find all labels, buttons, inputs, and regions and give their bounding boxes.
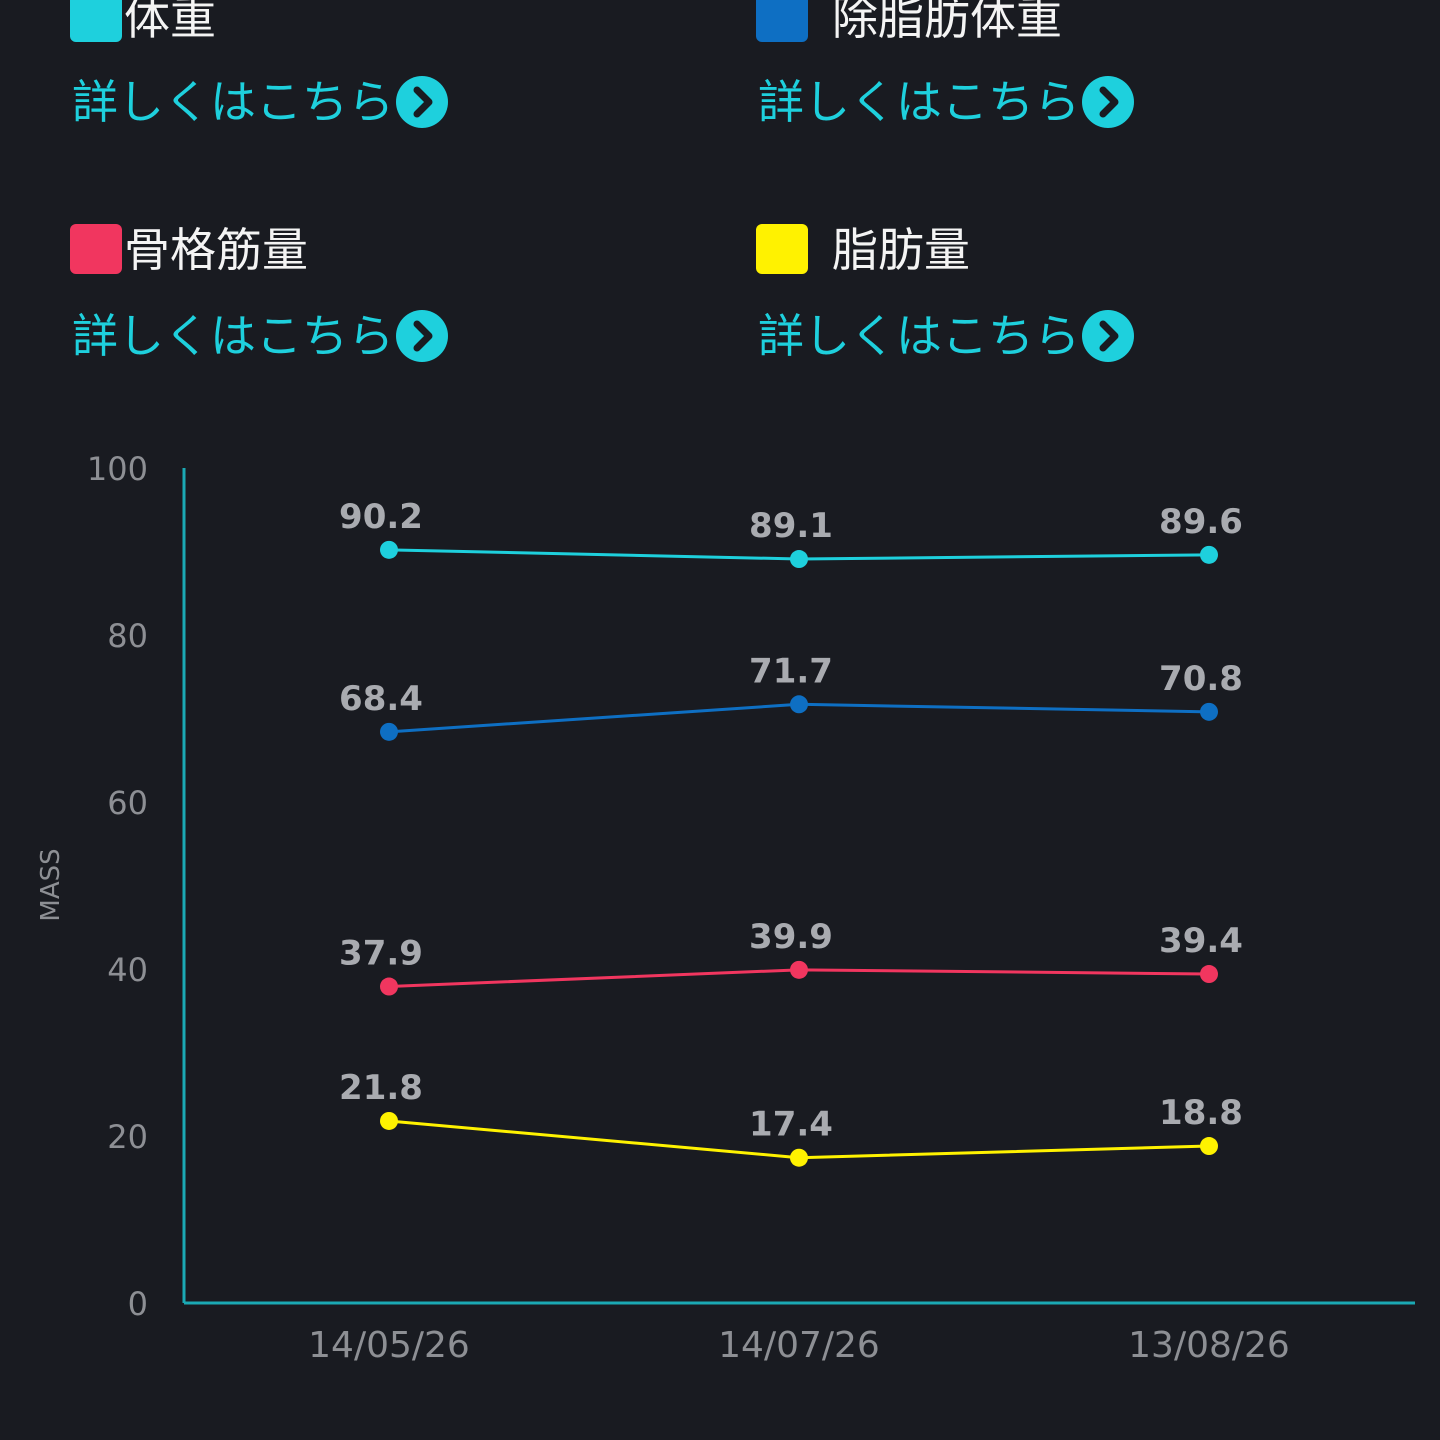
- data-point: [380, 1111, 398, 1130]
- details-link[interactable]: 詳しくはこちら: [72, 72, 448, 132]
- data-point: [1200, 545, 1218, 564]
- chart-series: 90.2 89.1 89.6 68.4 71.7 70.8 37.9 39.9 39.4 21.8…: [339, 497, 1243, 1167]
- data-label: 18.8: [1159, 1093, 1243, 1133]
- details-link[interactable]: 詳しくはこちら: [758, 72, 1134, 132]
- x-tick-label: 14/05/26: [308, 1325, 470, 1366]
- y-tick-label: 20: [107, 1118, 148, 1156]
- chart-axes: 0 20 40 60 80 100 MASS 14/05/26 14/07/26 13/08/26: [36, 450, 1415, 1366]
- data-point: [380, 722, 398, 741]
- legend-swatch: [70, 224, 122, 274]
- legend-label: 除脂肪体重: [832, 0, 1062, 45]
- details-link-text: 詳しくはこちら: [72, 75, 394, 129]
- data-label: 37.9: [339, 934, 423, 974]
- legend-item-weight: 体重 詳しくはこちら: [70, 0, 670, 138]
- data-point: [1200, 965, 1218, 984]
- data-label: 71.7: [749, 651, 833, 691]
- legend-swatch: [756, 224, 808, 274]
- data-label: 39.9: [749, 917, 833, 957]
- chevron-right-circle-icon: [396, 310, 448, 362]
- data-label: 70.8: [1159, 659, 1243, 699]
- legend-item-lean-body-mass: 除脂肪体重 詳しくはこちら: [756, 0, 1356, 138]
- data-point: [790, 1148, 808, 1167]
- y-tick-label: 80: [107, 617, 148, 655]
- data-label: 68.4: [339, 679, 423, 719]
- legend-swatch: [70, 0, 122, 42]
- data-label: 90.2: [339, 497, 423, 537]
- data-point: [790, 960, 808, 979]
- data-label: 21.8: [339, 1068, 423, 1108]
- data-point: [790, 695, 808, 714]
- data-label: 17.4: [749, 1105, 833, 1145]
- legend-label: 体重: [124, 0, 216, 45]
- data-point: [380, 977, 398, 996]
- details-link[interactable]: 詳しくはこちら: [758, 306, 1134, 366]
- legend-label: 脂肪量: [832, 223, 970, 277]
- data-point: [1200, 1137, 1218, 1156]
- y-tick-label: 100: [87, 450, 148, 488]
- y-tick-label: 60: [107, 784, 148, 822]
- legend-item-fat-mass: 脂肪量 詳しくはこちら: [756, 220, 1356, 370]
- chevron-right-circle-icon: [396, 76, 448, 128]
- data-point: [380, 540, 398, 559]
- chevron-right-circle-icon: [1082, 76, 1134, 128]
- y-tick-label: 40: [107, 951, 148, 989]
- data-point: [1200, 702, 1218, 721]
- legend-label: 骨格筋量: [124, 223, 308, 277]
- y-axis-label: MASS: [36, 848, 66, 921]
- x-tick-label: 14/07/26: [718, 1325, 880, 1366]
- x-tick-label: 13/08/26: [1128, 1325, 1290, 1366]
- data-label: 39.4: [1159, 921, 1243, 961]
- legend-swatch: [756, 0, 808, 42]
- legend-item-skeletal-muscle: 骨格筋量 詳しくはこちら: [70, 220, 670, 370]
- line-chart: 0 20 40 60 80 100 MASS 14/05/26 14/07/26 13/08/26…: [36, 450, 1415, 1366]
- details-link-text: 詳しくはこちら: [72, 309, 394, 363]
- chevron-right-circle-icon: [1082, 310, 1134, 362]
- data-label: 89.1: [749, 506, 833, 546]
- details-link-text: 詳しくはこちら: [758, 75, 1080, 129]
- data-label: 89.6: [1159, 502, 1243, 542]
- details-link[interactable]: 詳しくはこちら: [72, 306, 448, 366]
- data-point: [790, 550, 808, 569]
- details-link-text: 詳しくはこちら: [758, 309, 1080, 363]
- y-tick-label: 0: [128, 1285, 148, 1323]
